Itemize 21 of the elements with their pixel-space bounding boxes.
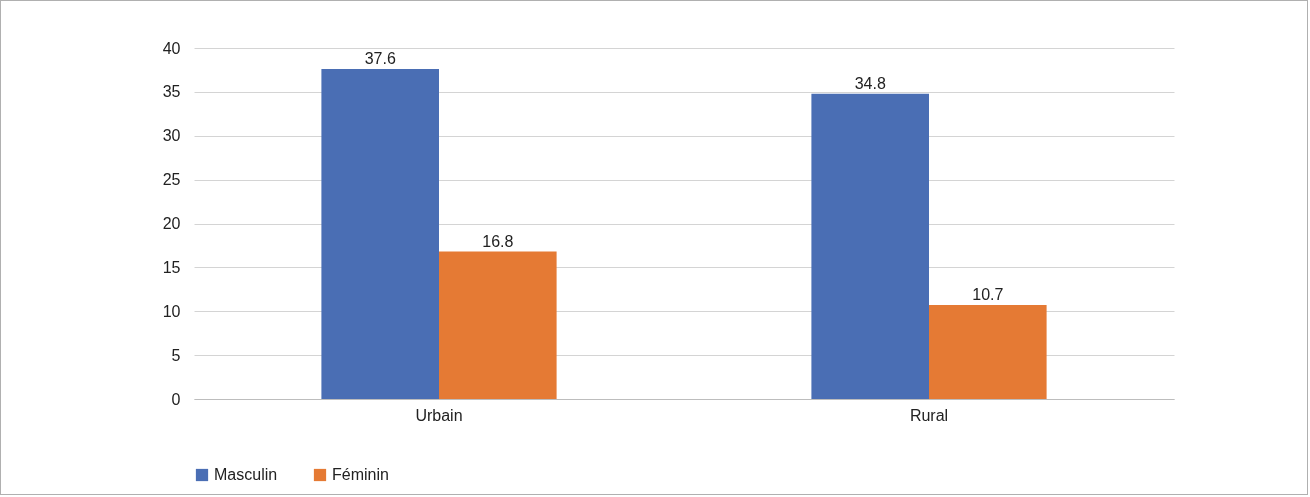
y-tick-label: 15 — [162, 258, 181, 276]
legend-label: Masculin — [214, 466, 278, 483]
bar — [929, 305, 1047, 399]
x-tick-label: Urbain — [415, 406, 463, 424]
y-tick-label: 40 — [162, 39, 181, 57]
y-tick-label: 35 — [162, 83, 181, 101]
data-label: 34.8 — [854, 74, 886, 92]
bar — [321, 69, 439, 399]
y-tick-label: 30 — [162, 127, 181, 145]
data-label: 37.6 — [364, 50, 396, 68]
y-tick-label: 20 — [162, 215, 181, 232]
y-tick-label: 0 — [171, 390, 181, 408]
data-label: 10.7 — [972, 286, 1004, 304]
data-label: 16.8 — [482, 232, 514, 250]
x-tick-label: Rural — [909, 406, 949, 424]
bar — [439, 251, 557, 399]
legend-label: Féminin — [332, 466, 389, 483]
y-tick-label: 10 — [162, 302, 181, 320]
y-tick-label: 25 — [162, 171, 181, 189]
bar — [811, 93, 929, 399]
y-tick-label: 5 — [171, 346, 181, 364]
